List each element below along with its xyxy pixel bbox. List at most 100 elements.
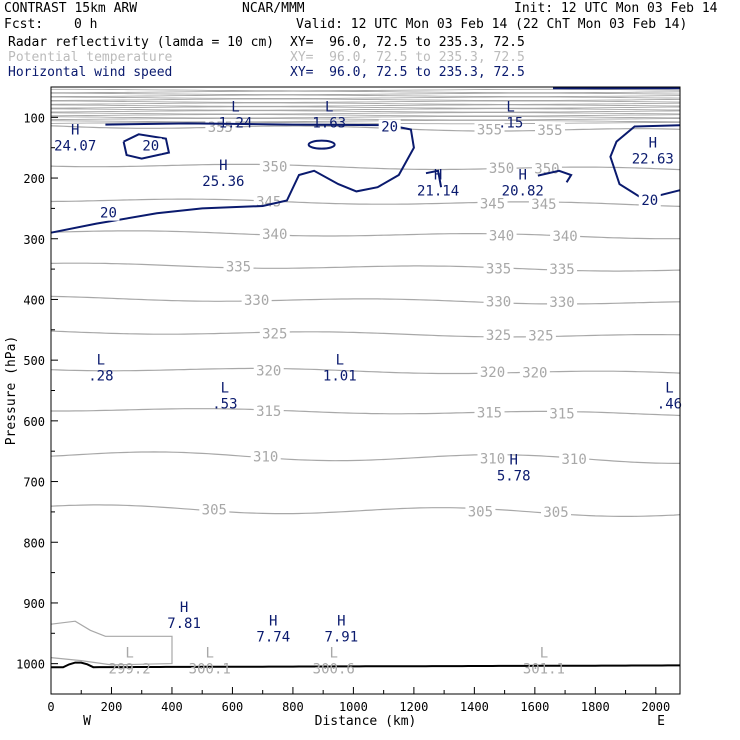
y-tick-label: 700 [23, 476, 45, 490]
extremum-letter: L [97, 352, 105, 368]
x-axis-title: Distance (km) [315, 714, 417, 729]
wind-contour-label: 20 [381, 119, 398, 135]
model-title: CONTRAST 15km ARW [4, 1, 138, 16]
extremum-letter: L [330, 646, 338, 662]
theta-contour-label: 330 [549, 295, 574, 311]
extremum-value: .15 [498, 115, 523, 131]
wind-contour-20-fragment [537, 169, 573, 183]
theta-contour-label: 340 [489, 229, 514, 245]
theta-contour-label: 330 [244, 293, 269, 309]
extremum-letter: H [180, 600, 188, 616]
theta-contour-label: 320 [256, 363, 281, 379]
y-tick-label: 500 [23, 354, 45, 368]
extremum-letter: L [221, 380, 229, 396]
valid-time: Valid: 12 UTC Mon 03 Feb 14 (22 ChT Mon … [296, 17, 688, 32]
theta-contour-label: 315 [256, 404, 281, 420]
theta-contour-label: 355 [537, 123, 562, 139]
stratosphere-isentrope [51, 98, 681, 101]
y-tick-label: 800 [23, 536, 45, 550]
y-tick-label: 900 [23, 597, 45, 611]
theta-contour-label: 315 [477, 406, 502, 422]
theta-contour-label: 350 [489, 161, 514, 177]
extremum-letter: L [325, 99, 333, 115]
extremum-value: .46 [657, 396, 682, 412]
stratosphere-isentrope [50, 119, 681, 123]
field-name-theta: Potential temperature [8, 50, 173, 65]
forecast-hour: 0 h [74, 17, 98, 32]
theta-contour-label: 320 [480, 365, 505, 381]
theta-contour-label: 325 [528, 328, 553, 344]
extremum-value: 301.1 [523, 662, 565, 678]
stratosphere-isentrope [50, 117, 681, 121]
theta-contour-label: 340 [552, 229, 577, 245]
plot-frame [50, 86, 681, 695]
wind-contour-20-eddy [307, 139, 336, 150]
extremum-value: 5.78 [497, 469, 531, 485]
axes: 0 200 400 600 800 1000 1200 1400 1600 1800 2000 100… [4, 86, 681, 729]
extremum-value: 22.63 [632, 152, 674, 168]
theta-contour-label: 305 [543, 505, 568, 521]
theta-contour-label: 340 [262, 227, 287, 243]
extremum-letter: L [665, 380, 673, 396]
x-tick-label: 1200 [399, 700, 428, 714]
ground-line [51, 661, 680, 669]
theta-contour-label: 325 [262, 326, 287, 342]
west-label: W [83, 714, 91, 729]
x-tick-label: 400 [161, 700, 183, 714]
wind-contours: 20 20 20 20 [50, 87, 681, 234]
stratosphere-isentrope [50, 100, 681, 103]
stratosphere-isentrope [51, 108, 681, 111]
theta-contour-label: 310 [480, 451, 505, 467]
x-tick-label: 800 [282, 700, 304, 714]
stratosphere-isentrope [50, 110, 681, 113]
theta-contour-label: 310 [562, 452, 587, 468]
stratosphere-isentrope [51, 92, 681, 96]
theta-contour-label: 345 [480, 196, 505, 212]
theta-contour-label: 350 [534, 162, 559, 178]
extremum-value: 7.91 [324, 629, 358, 645]
theta-contour-label: 315 [549, 406, 574, 422]
extremum-value: 1.01 [323, 368, 357, 384]
theta-contour-label: 305 [202, 502, 227, 518]
stratosphere-isentrope [50, 94, 681, 98]
theta-contour-label: 335 [486, 261, 511, 277]
field-name-wind: Horizontal wind speed [8, 65, 173, 80]
extremum-value: .53 [212, 396, 237, 412]
stratosphere-isentrope [50, 116, 680, 119]
x-tick-label: 600 [222, 700, 244, 714]
theta-contour-315 [51, 408, 681, 417]
init-time: Init: 12 UTC Mon 03 Feb 14 [514, 1, 718, 16]
x-tick-label: 0 [47, 700, 54, 714]
y-tick-label: 600 [23, 415, 45, 429]
stratosphere-isentrope [51, 96, 681, 99]
wind-contour-label: 20 [100, 206, 117, 222]
x-tick-label: 1800 [581, 700, 610, 714]
y-tick-label: 300 [23, 233, 45, 247]
extremum-letter: H [649, 136, 657, 152]
extremum-value: 300.6 [313, 662, 355, 678]
theta-contour-305 [50, 504, 681, 517]
stratosphere-isentrope [51, 90, 681, 94]
y-axis-title: Pressure (hPa) [4, 336, 19, 446]
theta-contour-label: 345 [531, 197, 556, 213]
theta-contour-label: 350 [262, 159, 287, 175]
stratosphere-isentrope [51, 88, 681, 92]
stratosphere-isentrope [50, 104, 681, 107]
extremum-value: 1.63 [312, 115, 346, 131]
stratosphere-isentrope [50, 121, 680, 125]
extremum-letter: H [519, 167, 527, 183]
extremum-value: 20.82 [502, 183, 544, 199]
center-label: NCAR/MMM [242, 1, 305, 16]
x-tick-label: 2000 [641, 700, 670, 714]
extremum-letter: H [269, 613, 277, 629]
stratosphere-isentrope [51, 106, 680, 109]
extremum-value: 1.24 [219, 115, 253, 131]
east-label: E [657, 714, 665, 729]
extremum-letter: L [506, 99, 514, 115]
ground-surface [51, 661, 680, 669]
theta-contour-label: 355 [477, 122, 502, 138]
wind-contour-label: 20 [641, 193, 658, 209]
stratospheric-theta-lines [50, 88, 681, 125]
